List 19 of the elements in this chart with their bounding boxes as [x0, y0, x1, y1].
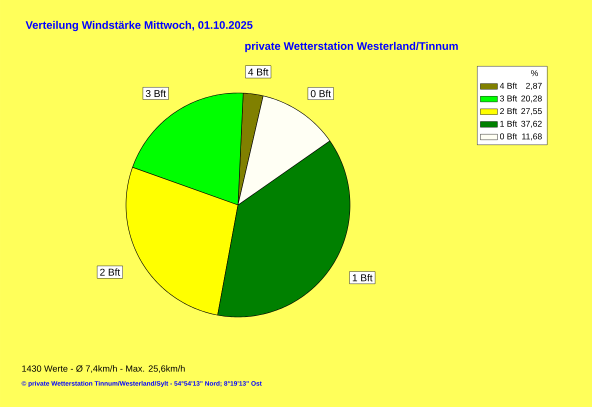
chart-title: Verteilung Windstärke Mittwoch, 01.10.2025 [26, 20, 253, 32]
slice-label: 4 Bft [248, 68, 268, 76]
chart-subtitle: private Wetterstation Westerland/Tinnum [245, 42, 458, 52]
data-label: 2,87 [526, 82, 542, 90]
legend-label: 0 Bft [500, 133, 518, 140]
data-label: 11,68 [522, 133, 542, 140]
data-label: 27,55 [521, 108, 542, 116]
data-label: 20,28 [521, 95, 542, 102]
data-label: 37,62 [521, 120, 542, 128]
slice-label: 0 Bft [310, 90, 331, 98]
legend-label: 2 Bft [500, 108, 518, 114]
legend-label: 4 Bft [500, 82, 518, 89]
slice-label: 1 Bft [352, 274, 373, 282]
legend-label: 3 Bft [500, 95, 518, 102]
slice-label: 3 Bft [146, 90, 166, 98]
legend-title: % [531, 70, 538, 76]
slice-label: 2 Bft [100, 268, 120, 276]
text: 1430 Werte - Ø 7,4km/h - Max. 25,6km/h [22, 365, 185, 373]
legend-label: 1 Bft [500, 120, 518, 127]
